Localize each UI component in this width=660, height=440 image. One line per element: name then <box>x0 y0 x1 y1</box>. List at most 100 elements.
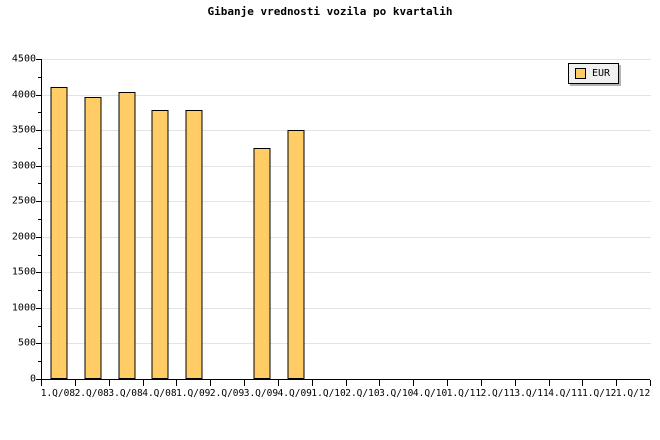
bar[interactable] <box>118 92 136 379</box>
y-tick <box>36 130 42 132</box>
y-tick-minor <box>38 183 42 185</box>
chart-legend[interactable]: EUR <box>568 63 620 84</box>
x-tick <box>650 380 651 386</box>
x-tick-label: 3.Q/11 <box>514 388 549 399</box>
x-tick-label: 4.Q/11 <box>548 388 583 399</box>
y-tick-label: 2000 <box>11 231 36 243</box>
bar-slot <box>177 59 211 379</box>
x-tick <box>346 380 347 386</box>
bar-slot <box>144 59 178 379</box>
bar-slot <box>313 59 347 379</box>
x-tick <box>515 380 516 386</box>
bar-slot <box>448 59 482 379</box>
bar-slot <box>76 59 110 379</box>
y-tick-minor <box>38 290 42 292</box>
bar-slot <box>516 59 550 379</box>
bar[interactable] <box>84 97 102 379</box>
x-tick-label: 3.Q/10 <box>379 388 414 399</box>
x-tick <box>413 380 414 386</box>
y-tick-minor <box>38 325 42 327</box>
x-tick <box>244 380 245 386</box>
bar-slot <box>347 59 381 379</box>
bar[interactable] <box>151 110 169 379</box>
y-axis-labels: 0 500 1000 1500 2000 2500 3000 3500 4000 4500 <box>0 54 36 385</box>
gridline <box>42 307 651 309</box>
y-tick-label: 1000 <box>11 302 36 314</box>
bar-slot <box>110 59 144 379</box>
y-tick <box>36 307 42 309</box>
x-tick-label: 3.Q/09 <box>243 388 279 399</box>
x-tick <box>278 380 279 386</box>
x-tick-label: 1.Q/12 <box>582 388 617 399</box>
x-tick <box>549 380 550 386</box>
bar[interactable] <box>185 110 203 379</box>
x-tick-label: 1.Q/09 <box>176 388 211 399</box>
bar-slot <box>279 59 313 379</box>
x-tick <box>176 380 177 386</box>
bar-slot <box>482 59 516 379</box>
gridline <box>42 201 651 203</box>
x-tick-label: 2.Q/09 <box>209 388 245 399</box>
y-tick-label: 4500 <box>11 53 36 65</box>
gridline <box>42 94 651 96</box>
y-tick <box>36 201 42 203</box>
x-tick <box>447 380 448 386</box>
y-tick-minor <box>38 147 42 149</box>
y-tick <box>36 343 42 345</box>
x-tick-label: 4.Q/10 <box>412 388 448 399</box>
y-tick <box>36 379 42 380</box>
x-tick-label: 2.Q/10 <box>345 388 380 399</box>
y-tick-minor <box>38 219 42 220</box>
gridline <box>42 165 651 167</box>
y-tick <box>36 272 42 274</box>
y-tick-label: 500 <box>17 337 36 349</box>
gridline <box>42 236 651 238</box>
x-tick <box>210 380 211 386</box>
y-tick <box>36 59 42 60</box>
y-tick <box>36 165 42 167</box>
y-tick <box>36 94 42 96</box>
bar-slot <box>583 59 617 379</box>
y-tick-label: 3000 <box>11 160 36 172</box>
x-tick <box>616 380 617 386</box>
y-tick-minor <box>38 361 42 363</box>
x-tick-label: 4.Q/09 <box>277 388 312 399</box>
bar-slot <box>414 59 448 379</box>
y-tick-minor <box>38 76 42 78</box>
x-tick <box>582 380 583 386</box>
y-tick-minor <box>38 112 42 114</box>
y-tick-label: 0 <box>29 373 36 385</box>
x-tick-label: 1.Q/08 <box>40 388 76 399</box>
bar-slot <box>380 59 414 379</box>
gridline <box>42 272 651 274</box>
y-tick-label: 1500 <box>11 266 36 278</box>
bar-slot <box>245 59 279 379</box>
legend-swatch-eur <box>575 68 586 79</box>
x-tick-label: 3.Q/08 <box>108 388 143 399</box>
x-tick <box>379 380 380 386</box>
x-tick-label: 1.Q/12 <box>615 388 651 399</box>
y-tick-label: 4000 <box>11 89 36 101</box>
x-tick <box>481 380 482 386</box>
x-tick-label: 1.Q/10 <box>311 388 346 399</box>
x-tick <box>41 380 42 386</box>
y-tick-minor <box>38 254 42 256</box>
y-tick <box>36 236 42 238</box>
bar-slot <box>42 59 76 379</box>
x-tick-label: 2.Q/08 <box>74 388 109 399</box>
gridline <box>42 130 651 132</box>
bar-slot <box>617 59 651 379</box>
x-axis-labels: 1.Q/08 2.Q/08 3.Q/08 4.Q/08 1.Q/09 2.Q/09 3.Q/… <box>40 388 651 402</box>
bar-slot <box>211 59 245 379</box>
x-axis-ticks <box>41 380 651 387</box>
gridline <box>42 59 651 60</box>
bar[interactable] <box>50 87 68 379</box>
x-tick-label: 2.Q/11 <box>480 388 515 399</box>
x-tick <box>75 380 76 386</box>
bar[interactable] <box>287 130 305 379</box>
y-tick-label: 3500 <box>11 124 36 136</box>
bar[interactable] <box>253 147 271 379</box>
x-tick <box>109 380 110 386</box>
gridline <box>42 343 651 345</box>
